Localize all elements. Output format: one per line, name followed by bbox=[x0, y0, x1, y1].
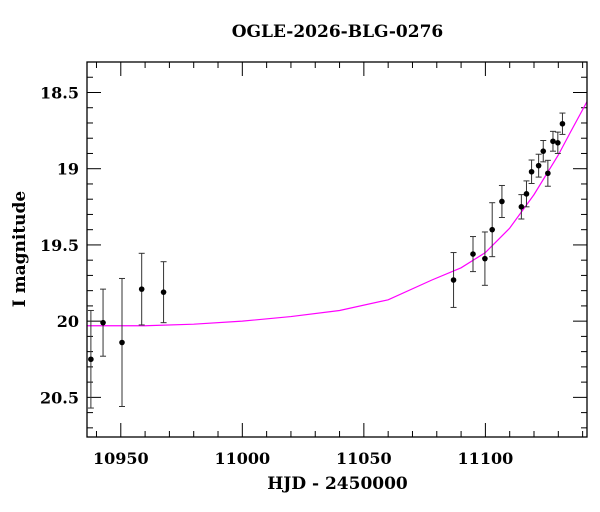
x-tick-label: 11050 bbox=[336, 449, 392, 468]
y-tick-label: 18.5 bbox=[40, 83, 79, 102]
data-point bbox=[489, 226, 496, 233]
y-tick-label: 19.5 bbox=[40, 236, 79, 255]
data-point bbox=[550, 138, 556, 145]
x-tick-label: 10950 bbox=[93, 449, 149, 468]
data-point bbox=[535, 162, 542, 169]
data-point bbox=[470, 251, 476, 257]
y-tick-label: 20 bbox=[57, 312, 79, 331]
chart-title: OGLE-2026-BLG-0276 bbox=[231, 22, 444, 42]
data-point bbox=[540, 148, 547, 154]
data-point bbox=[545, 170, 551, 177]
model-curve bbox=[87, 101, 588, 327]
data-point bbox=[499, 198, 505, 205]
data-point bbox=[523, 191, 530, 197]
data-point bbox=[450, 277, 457, 283]
data-point bbox=[518, 204, 525, 210]
data-point bbox=[119, 339, 125, 346]
y-tick-label: 20.5 bbox=[40, 388, 79, 407]
x-tick-label: 11000 bbox=[214, 449, 270, 468]
data-point bbox=[555, 139, 561, 146]
data-point bbox=[528, 168, 535, 175]
data-point bbox=[482, 255, 488, 262]
data-point bbox=[559, 120, 566, 127]
y-tick-label: 19 bbox=[57, 160, 79, 179]
data-point bbox=[88, 356, 94, 363]
plot-frame bbox=[86, 61, 588, 438]
data-point bbox=[160, 289, 167, 295]
x-axis-label: HJD - 2450000 bbox=[267, 474, 408, 494]
x-tick-label: 11100 bbox=[458, 449, 514, 468]
data-point bbox=[138, 286, 145, 292]
data-point bbox=[100, 319, 106, 326]
